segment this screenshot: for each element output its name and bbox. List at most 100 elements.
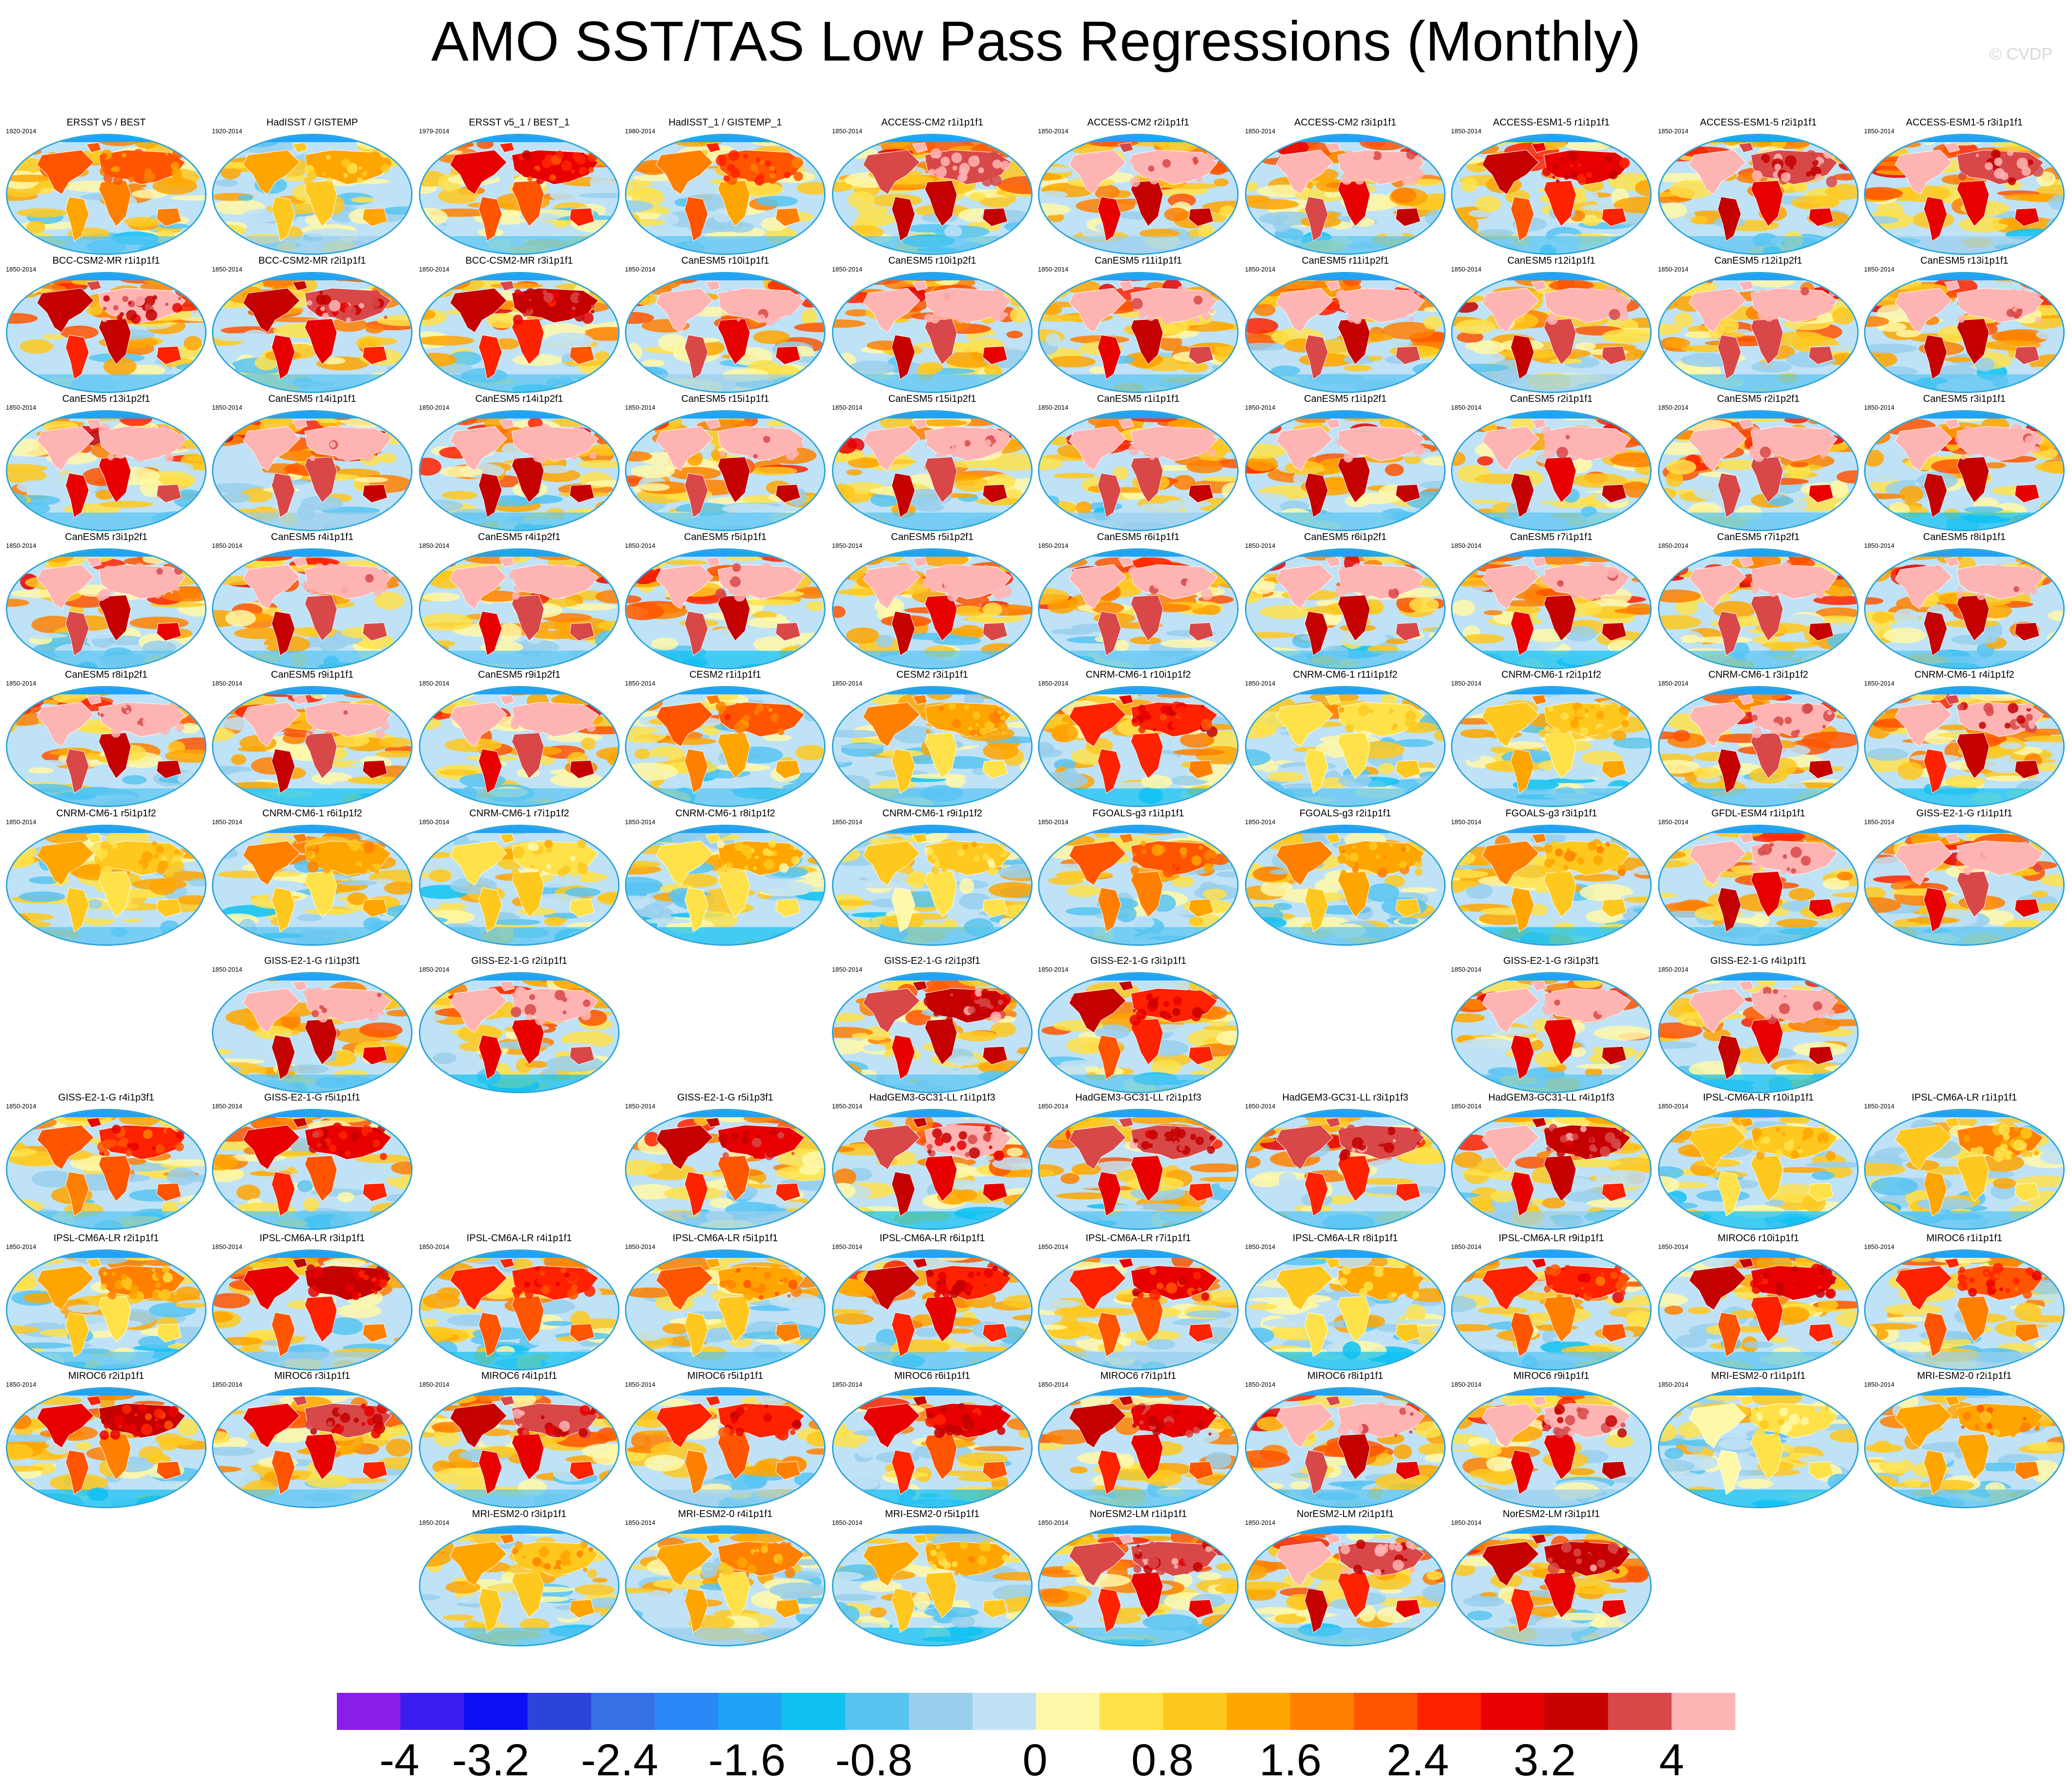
land-speckle bbox=[1347, 443, 1352, 448]
land-speckle bbox=[341, 437, 347, 443]
anomaly-blob bbox=[1418, 141, 1439, 147]
land-speckle bbox=[561, 160, 572, 171]
land-speckle bbox=[333, 157, 342, 166]
anomaly-blob bbox=[1420, 480, 1444, 489]
polar-band bbox=[1659, 273, 1857, 281]
anomaly-blob bbox=[1572, 473, 1628, 488]
land-speckle bbox=[1345, 576, 1356, 587]
anomaly-blob bbox=[1465, 342, 1483, 351]
anomaly-blob bbox=[1828, 412, 1856, 426]
map-panel: ACCESS-CM2 r1i1p1f1 1850-2014 bbox=[831, 117, 1034, 256]
land-region bbox=[1482, 564, 1539, 609]
map-panel: CanESM5 r9i1p1f1 1850-2014 bbox=[211, 669, 414, 808]
anomaly-blob bbox=[1761, 642, 1818, 649]
anomaly-blob bbox=[1865, 187, 1903, 200]
land-speckle bbox=[169, 580, 177, 588]
anomaly-blob bbox=[1452, 145, 1469, 157]
land-region bbox=[304, 457, 337, 503]
anomaly-blob bbox=[213, 790, 235, 802]
anomaly-blob bbox=[1423, 557, 1444, 570]
anomaly-blob bbox=[791, 377, 815, 390]
panel-years: 1850-2014 bbox=[832, 127, 863, 135]
land-speckle bbox=[769, 166, 775, 172]
anomaly-blob bbox=[545, 332, 594, 350]
anomaly-blob bbox=[172, 417, 205, 430]
land-speckle bbox=[1773, 578, 1783, 588]
land-region bbox=[1482, 149, 1539, 195]
southern-ocean-band bbox=[1246, 374, 1444, 392]
polar-band bbox=[7, 412, 205, 419]
land-speckle bbox=[1149, 454, 1156, 460]
land-speckle bbox=[981, 175, 993, 187]
anomaly-blob bbox=[7, 242, 46, 253]
anomaly-blob bbox=[651, 756, 670, 763]
land-region bbox=[1510, 473, 1534, 518]
anomaly-blob bbox=[330, 317, 368, 332]
anomaly-blob bbox=[1865, 449, 1884, 467]
land-speckle bbox=[330, 709, 337, 716]
regression-map bbox=[212, 272, 413, 393]
panel-years: 1850-2014 bbox=[1451, 542, 1482, 549]
land-region bbox=[1325, 142, 1341, 153]
land-speckle bbox=[1544, 442, 1552, 450]
land-region bbox=[292, 142, 308, 153]
anomaly-blob bbox=[589, 175, 612, 190]
anomaly-blob bbox=[779, 687, 805, 697]
land-region bbox=[1808, 346, 1834, 365]
land-region bbox=[499, 280, 515, 291]
land-speckle bbox=[170, 162, 179, 171]
land-speckle bbox=[2010, 424, 2023, 436]
anomaly-blob bbox=[1808, 418, 1825, 424]
anomaly-blob bbox=[1246, 412, 1265, 428]
anomaly-blob bbox=[796, 182, 824, 195]
anomaly-blob bbox=[1612, 664, 1643, 668]
land-region bbox=[924, 457, 957, 503]
land-speckle bbox=[1388, 588, 1399, 599]
land-speckle bbox=[969, 729, 976, 736]
anomaly-blob bbox=[1008, 281, 1028, 295]
anomaly-blob bbox=[169, 550, 203, 559]
anomaly-blob bbox=[1039, 291, 1052, 306]
land-speckle bbox=[968, 155, 980, 167]
southern-ocean-band bbox=[420, 236, 618, 253]
anomaly-blob bbox=[1133, 503, 1182, 514]
anomaly-blob bbox=[1012, 412, 1031, 421]
land-speckle bbox=[1977, 591, 1986, 601]
land-speckle bbox=[145, 303, 150, 309]
land-speckle bbox=[1974, 579, 1981, 586]
land-speckle bbox=[963, 574, 972, 582]
land-speckle bbox=[774, 315, 781, 321]
land-speckle bbox=[1823, 149, 1833, 159]
land-region bbox=[499, 142, 515, 153]
anomaly-blob bbox=[122, 775, 147, 785]
land-speckle bbox=[524, 298, 529, 303]
map-panel: CanESM5 r15i1p1f1 1850-2014 bbox=[624, 394, 827, 532]
land-region bbox=[1750, 457, 1783, 503]
map-panel: ERSST v5_1 / BEST_1 1979-2014 bbox=[418, 117, 621, 256]
land-speckle bbox=[1388, 454, 1392, 458]
land-region bbox=[863, 564, 920, 609]
land-speckle bbox=[2006, 156, 2017, 167]
land-region bbox=[1750, 318, 1783, 365]
land-speckle bbox=[968, 297, 978, 308]
anomaly-blob bbox=[1218, 459, 1237, 469]
land-region bbox=[1543, 457, 1576, 503]
land-speckle bbox=[982, 565, 990, 573]
anomaly-blob bbox=[626, 693, 663, 711]
anomaly-blob bbox=[1039, 412, 1093, 420]
land-region bbox=[1118, 280, 1134, 291]
land-speckle bbox=[315, 572, 319, 576]
panel-title: CanESM5 r3i1p1f1 bbox=[1923, 394, 2006, 404]
polar-band bbox=[1865, 550, 2063, 557]
land-speckle bbox=[178, 297, 181, 300]
land-speckle bbox=[984, 439, 992, 447]
land-speckle bbox=[2017, 581, 2021, 585]
polar-band bbox=[1246, 135, 1444, 143]
southern-ocean-band bbox=[1659, 236, 1857, 253]
panel-title: ACCESS-CM2 r2i1p1f1 bbox=[1087, 117, 1189, 128]
anomaly-blob bbox=[228, 771, 261, 782]
land-speckle bbox=[930, 313, 940, 324]
land-region bbox=[65, 196, 89, 242]
land-region bbox=[1130, 318, 1163, 365]
anomaly-blob bbox=[808, 426, 824, 436]
